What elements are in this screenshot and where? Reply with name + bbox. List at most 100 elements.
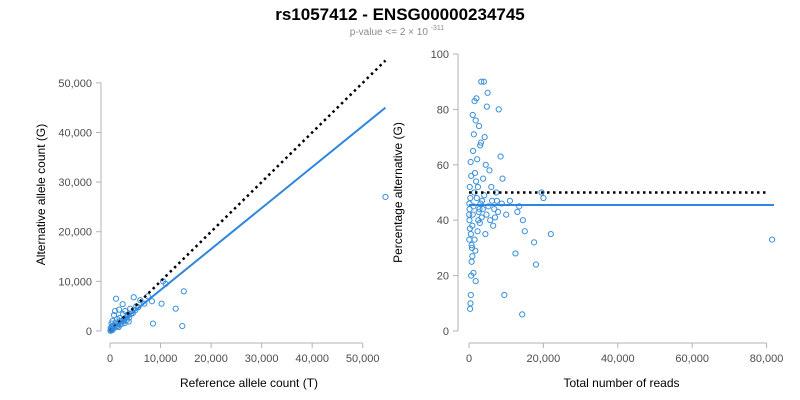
data-point — [482, 230, 489, 238]
data-point — [491, 214, 499, 221]
data-point — [519, 311, 526, 318]
data-point — [475, 122, 483, 130]
data-point — [475, 208, 482, 215]
subtitle-exponent: -311 — [431, 25, 445, 32]
data-point — [466, 183, 473, 191]
data-point — [472, 278, 479, 285]
scatter-panel-allele-counts: 0 10,000 20,000 30,000 40,000 50,000 0 10,000 20… — [34, 59, 389, 390]
fit-line — [109, 106, 387, 332]
data-point — [469, 253, 476, 260]
data-point — [494, 208, 502, 215]
data-point — [483, 103, 490, 110]
data-point — [467, 291, 474, 299]
data-point — [466, 217, 473, 224]
chart-title: rs1057412 - ENSG00000234745 — [275, 5, 525, 24]
data-point — [519, 217, 527, 224]
data-point — [466, 206, 473, 213]
data-point — [466, 211, 473, 218]
data-point — [476, 206, 483, 213]
data-point — [484, 89, 491, 96]
data-point — [110, 312, 118, 319]
data-point — [467, 300, 474, 307]
data-point — [482, 161, 489, 168]
x-tick-label: 40,000 — [295, 353, 329, 365]
x-tick-label: 80,000 — [750, 353, 784, 365]
data-point — [472, 117, 479, 124]
data-point — [499, 175, 506, 182]
data-point — [472, 178, 480, 185]
data-point — [478, 214, 485, 221]
data-point — [512, 250, 519, 257]
subtitle-base: 10 — [417, 27, 429, 38]
x-tick-label: 40,000 — [601, 353, 635, 365]
data-point — [469, 111, 476, 119]
data-point — [467, 230, 474, 238]
data-point — [490, 222, 497, 229]
data-point — [119, 301, 126, 308]
data-point — [501, 291, 508, 299]
data-point — [469, 211, 476, 218]
data-point — [466, 200, 473, 207]
x-tick-label: 10,000 — [144, 353, 178, 365]
data-point — [478, 78, 485, 85]
data-point — [481, 134, 488, 141]
data-point — [503, 211, 510, 218]
data-point — [130, 294, 137, 301]
data-point — [477, 200, 484, 207]
data-point — [113, 315, 121, 323]
data-point — [112, 295, 120, 302]
data-point — [488, 197, 496, 204]
y-tick-label: 30,000 — [58, 177, 92, 189]
subtitle-times: × — [408, 27, 414, 38]
data-point — [514, 208, 521, 215]
data-point — [474, 156, 481, 163]
data-point — [179, 322, 186, 330]
y-axis-label: Percentage alternative (G) — [391, 122, 405, 263]
y-tick-label: 0 — [86, 326, 92, 338]
data-point — [467, 305, 474, 312]
data-point — [532, 261, 540, 268]
data-point — [473, 194, 480, 202]
data-point — [474, 183, 482, 191]
data-point — [474, 228, 481, 235]
data-point — [769, 236, 776, 243]
data-point — [530, 239, 538, 246]
y-tick-label: 80 — [437, 104, 449, 116]
data-point — [547, 230, 554, 238]
x-axis-label: Reference allele count (T) — [180, 376, 318, 390]
data-point — [468, 172, 475, 179]
data-point — [115, 306, 123, 313]
data-point — [538, 189, 545, 196]
data-point — [472, 247, 479, 254]
y-tick-label: 20 — [437, 271, 449, 283]
data-point — [148, 298, 156, 305]
data-point — [481, 192, 488, 199]
reference-line — [109, 59, 387, 332]
data-point — [111, 308, 119, 315]
y-tick-label: 40 — [437, 215, 449, 227]
data-point — [485, 203, 492, 210]
data-point — [488, 183, 495, 191]
data-point — [477, 142, 484, 149]
data-point — [487, 217, 494, 224]
x-tick-label: 60,000 — [675, 353, 709, 365]
data-point — [471, 97, 478, 105]
y-tick-label: 0 — [443, 326, 449, 338]
data-point — [479, 206, 486, 213]
x-tick-label: 20,000 — [527, 353, 561, 365]
x-tick-label: 50,000 — [346, 353, 380, 365]
data-point — [172, 305, 179, 312]
data-point — [122, 308, 129, 315]
data-point — [121, 319, 128, 327]
y-axis-label: Alternative allele count (G) — [34, 124, 48, 265]
data-point — [471, 236, 478, 243]
y-tick-label: 40,000 — [58, 127, 92, 139]
data-point — [468, 242, 475, 249]
data-point — [521, 228, 528, 235]
data-point — [480, 78, 487, 85]
x-tick-label: 30,000 — [245, 353, 279, 365]
data-point — [149, 320, 157, 327]
data-point — [469, 147, 477, 155]
subtitle-prefix: p-value <= 2 — [350, 27, 406, 38]
